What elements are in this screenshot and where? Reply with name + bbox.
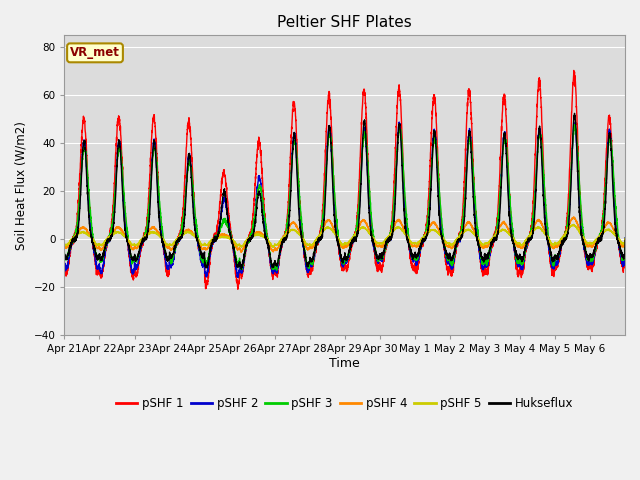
X-axis label: Time: Time <box>330 357 360 370</box>
Title: Peltier SHF Plates: Peltier SHF Plates <box>277 15 412 30</box>
Legend: pSHF 1, pSHF 2, pSHF 3, pSHF 4, pSHF 5, Hukseflux: pSHF 1, pSHF 2, pSHF 3, pSHF 4, pSHF 5, … <box>111 392 578 415</box>
Y-axis label: Soil Heat Flux (W/m2): Soil Heat Flux (W/m2) <box>15 121 28 250</box>
Text: VR_met: VR_met <box>70 47 120 60</box>
